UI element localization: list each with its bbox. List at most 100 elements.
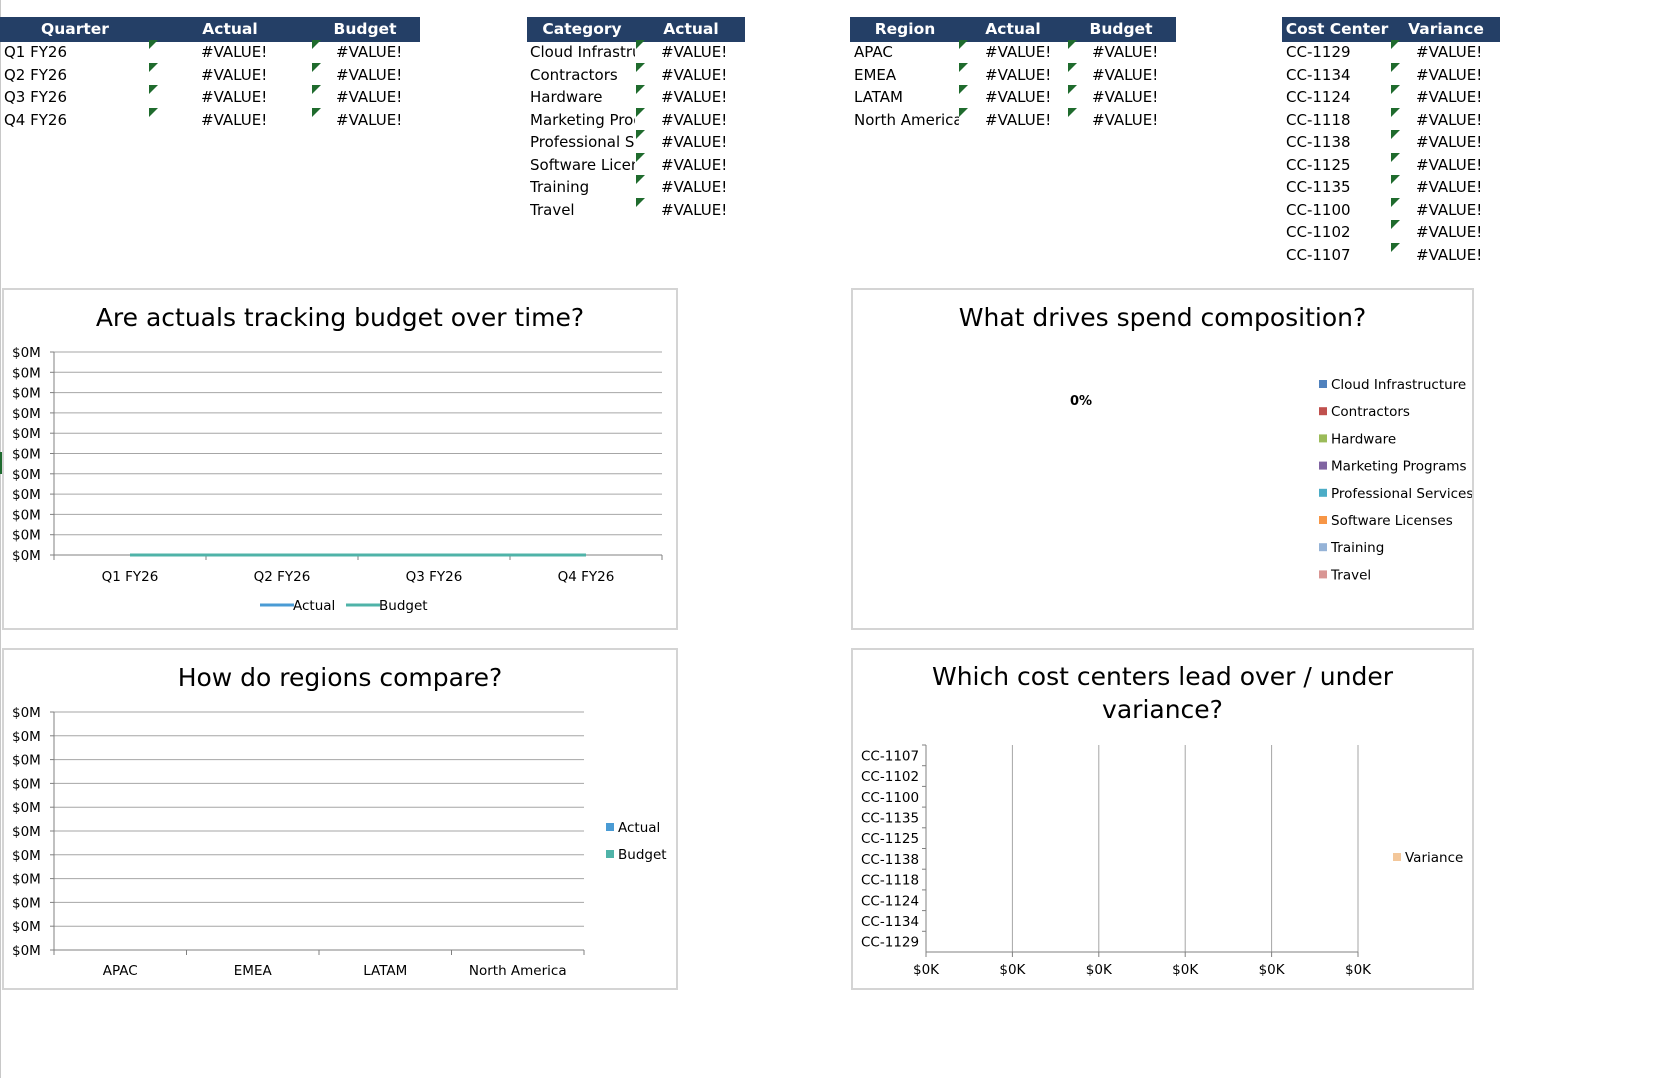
error-indicator-icon	[636, 85, 645, 94]
legend-label: Actual	[618, 820, 660, 836]
column-header[interactable]: Budget	[1089, 20, 1153, 38]
error-indicator-icon	[959, 62, 968, 72]
table-cell[interactable]: North America	[854, 110, 959, 129]
y-tick-label: $0M	[12, 406, 41, 422]
table-cell[interactable]: #VALUE!	[1416, 110, 1483, 129]
table-cell[interactable]: Q1 FY26	[4, 43, 67, 61]
pie-data-label: 0%	[1070, 394, 1092, 409]
table-cell[interactable]: #VALUE!	[1092, 65, 1159, 84]
legend-swatch	[606, 823, 614, 831]
error-indicator-icon	[636, 107, 645, 117]
table-cell[interactable]: CC-1125	[1286, 155, 1351, 174]
table-cell[interactable]: Training	[530, 178, 590, 196]
table-cell[interactable]: #VALUE!	[985, 43, 1052, 61]
table-cell[interactable]: #VALUE!	[1416, 223, 1483, 241]
table-cell[interactable]: #VALUE!	[336, 88, 403, 106]
error-indicator-icon	[1391, 175, 1400, 184]
table-cell[interactable]: APAC	[854, 43, 893, 61]
column-header[interactable]: Variance	[1408, 20, 1484, 38]
error-indicator-icon	[1391, 62, 1400, 72]
column-header[interactable]: Actual	[985, 20, 1041, 38]
column-header[interactable]: Actual	[202, 20, 258, 38]
table-cell[interactable]: #VALUE!	[1416, 200, 1483, 219]
column-header[interactable]: Budget	[333, 20, 397, 38]
table-cell[interactable]: #VALUE!	[661, 110, 728, 129]
table-cell[interactable]: CC-1134	[1286, 65, 1351, 84]
table-header	[850, 17, 1176, 42]
table-cell[interactable]: CC-1138	[1286, 133, 1351, 151]
table-cell[interactable]: Q2 FY26	[4, 65, 67, 84]
table-cell[interactable]: #VALUE!	[336, 43, 403, 61]
table-cell[interactable]: #VALUE!	[661, 133, 728, 151]
error-indicator-icon	[1391, 220, 1400, 229]
table-cell[interactable]: CC-1100	[1286, 200, 1351, 219]
y-tick-label: $0M	[12, 824, 41, 840]
table-cell[interactable]: #VALUE!	[661, 88, 728, 106]
table-cell[interactable]: #VALUE!	[1092, 43, 1159, 61]
table-cell[interactable]: #VALUE!	[1092, 110, 1159, 129]
x-tick-label: North America	[469, 963, 567, 979]
cost-center-variance-chart[interactable]: Which cost centers lead over / under var…	[851, 648, 1474, 990]
table-cell[interactable]: Software Licenses	[530, 155, 635, 174]
x-tick-label: $0K	[999, 962, 1026, 978]
table-cell[interactable]: #VALUE!	[201, 65, 268, 84]
error-indicator-icon	[1391, 107, 1400, 117]
table-cell[interactable]: #VALUE!	[336, 110, 403, 129]
table-cell[interactable]: #VALUE!	[1416, 88, 1483, 106]
column-header[interactable]: Category	[542, 20, 622, 38]
table-cell[interactable]: CC-1102	[1286, 223, 1351, 241]
table-cell[interactable]: Cloud Infrastructure	[530, 43, 635, 61]
error-indicator-icon	[149, 40, 158, 49]
spend-composition-pie-chart[interactable]: What drives spend composition? 0% Cloud I…	[851, 288, 1474, 630]
table-cell[interactable]: Professional Services	[530, 133, 635, 151]
table-cell[interactable]: #VALUE!	[985, 110, 1052, 129]
table-cell[interactable]: #VALUE!	[1416, 178, 1483, 196]
regions-bar-chart[interactable]: How do regions compare? $0M $0M $0M $0M $0M $…	[2, 648, 678, 990]
table-cell[interactable]: #VALUE!	[201, 88, 268, 106]
table-cell[interactable]: #VALUE!	[1416, 65, 1483, 84]
table-cell[interactable]: #VALUE!	[661, 155, 728, 174]
y-tick-label: $0M	[12, 919, 41, 935]
x-tick-label: Q3 FY26	[406, 569, 463, 585]
table-cell[interactable]: Travel	[530, 200, 575, 219]
table-cell[interactable]: #VALUE!	[1416, 245, 1483, 264]
table-cell[interactable]: #VALUE!	[1416, 133, 1483, 151]
table-cell[interactable]: #VALUE!	[661, 43, 728, 61]
table-cell[interactable]: Hardware	[530, 88, 603, 106]
table-cell[interactable]: Contractors	[530, 65, 618, 84]
region-table: Region Actual Budget APAC #VALUE! #VALUE! EMEA…	[850, 17, 1176, 137]
table-cell[interactable]: #VALUE!	[201, 110, 268, 129]
table-cell[interactable]: Q4 FY26	[4, 110, 67, 129]
table-cell[interactable]: #VALUE!	[1416, 155, 1483, 174]
table-cell[interactable]: #VALUE!	[661, 65, 728, 84]
table-cell[interactable]: Marketing Programs	[530, 110, 635, 129]
table-cell[interactable]: EMEA	[854, 65, 897, 84]
table-cell[interactable]: CC-1124	[1286, 88, 1351, 106]
column-header[interactable]: Region	[874, 20, 936, 38]
table-cell[interactable]: #VALUE!	[661, 200, 728, 219]
error-indicator-icon	[636, 197, 645, 207]
table-cell[interactable]: #VALUE!	[661, 178, 728, 196]
actuals-vs-budget-line-chart[interactable]: Are actuals tracking budget over time? $…	[2, 288, 678, 630]
table-cell[interactable]: #VALUE!	[336, 65, 403, 84]
y-tick-label: $0M	[12, 776, 41, 792]
error-indicator-icon	[1391, 152, 1400, 162]
table-cell[interactable]: CC-1129	[1286, 43, 1351, 61]
column-header[interactable]: Actual	[663, 20, 719, 38]
table-cell[interactable]: #VALUE!	[201, 43, 268, 61]
column-header[interactable]: Quarter	[41, 20, 109, 38]
table-cell[interactable]: #VALUE!	[1416, 43, 1483, 61]
table-cell[interactable]: CC-1107	[1286, 245, 1351, 264]
table-cell[interactable]: #VALUE!	[985, 88, 1052, 106]
x-tick-label: $0K	[1086, 962, 1113, 978]
column-header[interactable]: Cost Center	[1285, 20, 1389, 38]
table-cell[interactable]: #VALUE!	[985, 65, 1052, 84]
table-cell[interactable]: CC-1118	[1286, 110, 1351, 129]
legend-swatch	[1319, 543, 1327, 552]
table-cell[interactable]: Q3 FY26	[4, 88, 67, 106]
table-cell[interactable]: #VALUE!	[1092, 88, 1159, 106]
table-cell[interactable]: CC-1135	[1286, 178, 1351, 196]
error-indicator-icon	[1391, 242, 1400, 252]
table-cell[interactable]: LATAM	[854, 88, 903, 106]
table-header	[1282, 17, 1500, 42]
